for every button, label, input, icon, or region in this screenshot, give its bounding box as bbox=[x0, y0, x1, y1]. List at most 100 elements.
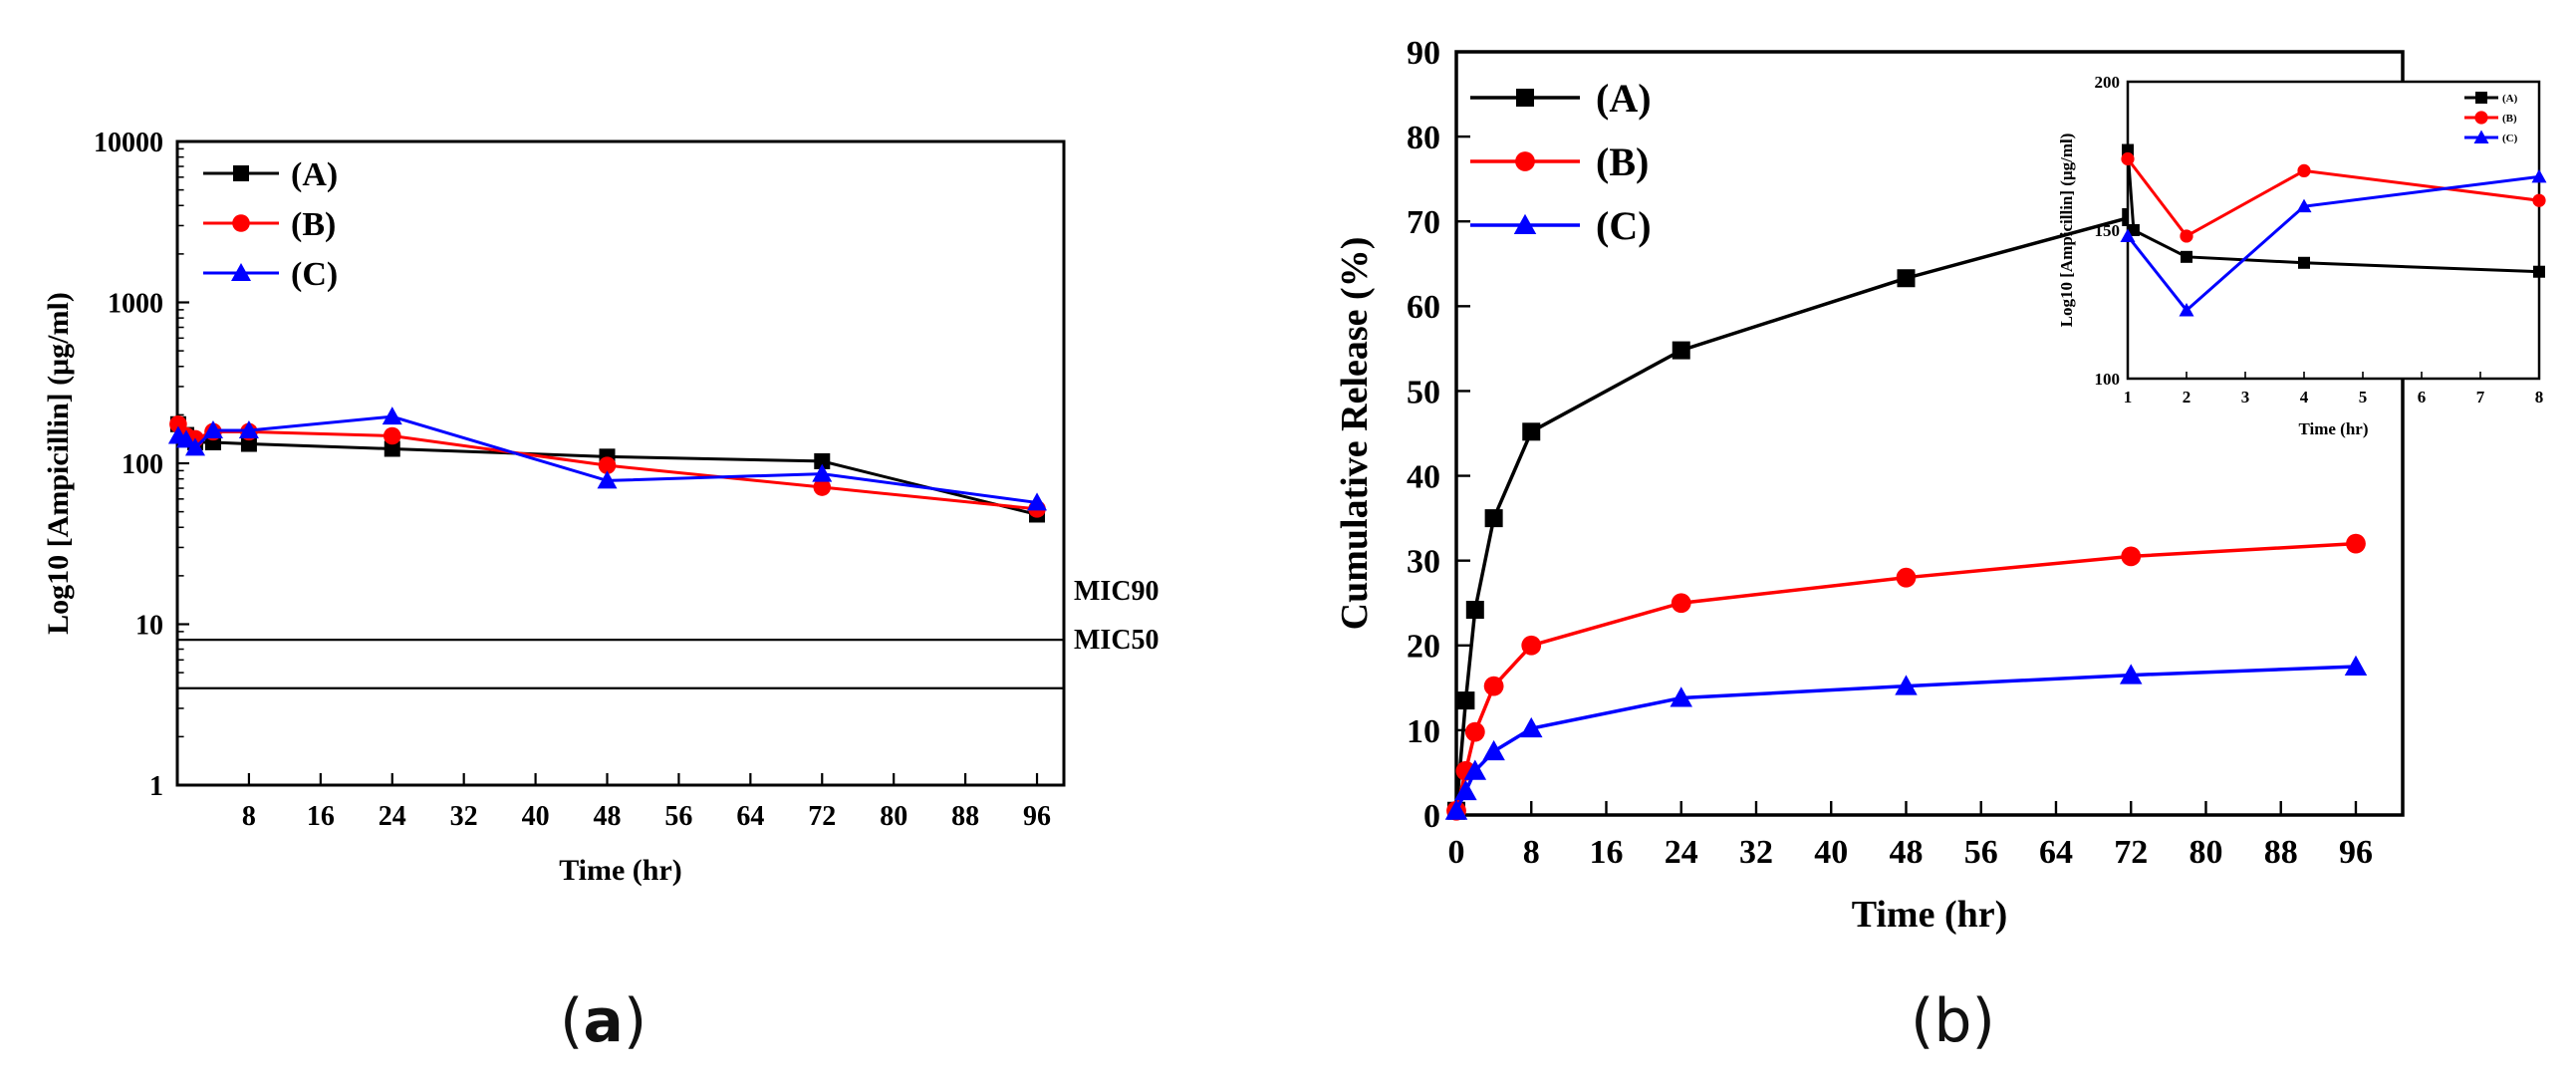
data-point bbox=[384, 440, 400, 457]
x-tick-label: 7 bbox=[2476, 388, 2485, 407]
y-tick-label: 80 bbox=[1407, 120, 1440, 156]
data-point bbox=[1456, 691, 1475, 710]
data-point bbox=[2344, 655, 2368, 677]
y-tick-label: 100 bbox=[2095, 370, 2121, 389]
data-point bbox=[1463, 759, 1487, 780]
data-point bbox=[1484, 509, 1503, 528]
y-axis-label: Cumulative Release (%) bbox=[1334, 237, 1376, 631]
legend-marker bbox=[231, 263, 251, 281]
data-point bbox=[2532, 193, 2546, 207]
x-tick-label: 56 bbox=[1964, 834, 1998, 871]
data-point bbox=[1895, 675, 1918, 695]
data-point bbox=[2346, 533, 2366, 554]
x-tick-label: 96 bbox=[2339, 834, 2373, 871]
x-tick-label: 48 bbox=[1889, 834, 1923, 871]
x-tick-label: 72 bbox=[808, 801, 836, 832]
data-point bbox=[1483, 676, 1504, 696]
x-tick-label: 32 bbox=[1739, 834, 1773, 871]
y-tick-label: 1 bbox=[149, 771, 163, 802]
legend-label: (B) bbox=[291, 206, 336, 243]
legend-label: (B) bbox=[2502, 113, 2517, 125]
data-point bbox=[1519, 716, 1543, 738]
data-point bbox=[2181, 250, 2192, 263]
data-point bbox=[2121, 151, 2135, 166]
y-axis-label: Log10 [Ampicillin] (μg/ml) bbox=[42, 292, 75, 635]
x-tick-label: 3 bbox=[2241, 388, 2250, 407]
data-point bbox=[597, 470, 618, 489]
reference-line-label: MIC90 bbox=[1074, 576, 1159, 607]
reference-line-label: MIC50 bbox=[1074, 625, 1159, 656]
inset-background bbox=[2128, 82, 2542, 379]
data-point bbox=[382, 407, 402, 425]
data-point bbox=[2297, 163, 2311, 177]
data-point bbox=[814, 452, 831, 469]
legend-marker bbox=[2474, 111, 2488, 125]
legend-marker bbox=[2475, 92, 2487, 104]
data-point bbox=[2298, 256, 2310, 269]
chart-b: 0 8 16 24 32 40 48 56 64 72 80 88 960102030405060708… bbox=[1334, 35, 2405, 936]
data-point bbox=[812, 463, 833, 482]
data-point bbox=[598, 456, 617, 474]
y-tick-label: 20 bbox=[1407, 629, 1440, 666]
data-point bbox=[240, 435, 257, 452]
x-tick-label: 2 bbox=[2183, 388, 2191, 407]
data-point bbox=[2179, 302, 2194, 317]
data-point bbox=[1521, 635, 1542, 656]
x-tick-label: 8 bbox=[2535, 388, 2544, 407]
legend-marker bbox=[232, 214, 250, 232]
x-tick-label: 96 bbox=[1023, 801, 1051, 832]
x-tick-label: 32 bbox=[450, 801, 478, 832]
x-tick-label: 8 bbox=[1523, 834, 1540, 871]
legend-marker bbox=[1513, 213, 1537, 234]
data-point bbox=[1444, 799, 1468, 820]
caption-a: (a) bbox=[560, 986, 647, 1056]
x-tick-label: 40 bbox=[522, 801, 550, 832]
x-tick-label: 24 bbox=[379, 801, 406, 832]
x-tick-label: 16 bbox=[1589, 834, 1623, 871]
x-tick-label: 56 bbox=[664, 801, 692, 832]
x-tick-label: 88 bbox=[2264, 834, 2298, 871]
data-point bbox=[1465, 601, 1484, 620]
data-point bbox=[2296, 198, 2312, 213]
chart-a: 8 16 24 32 40 48 56 64 72 80 88 96 1 10 100 1000 10000 Ti… bbox=[42, 128, 1159, 887]
legend-label: (C) bbox=[2502, 133, 2518, 144]
x-tick-label: 40 bbox=[1814, 834, 1848, 871]
y-tick-label: 150 bbox=[2095, 221, 2121, 240]
legend-marker bbox=[2473, 130, 2489, 143]
x-tick-label: 88 bbox=[951, 801, 979, 832]
y-tick-label: 30 bbox=[1407, 544, 1440, 581]
series-line bbox=[2126, 157, 2540, 238]
y-tick-label: 60 bbox=[1407, 289, 1440, 326]
x-tick-label: 72 bbox=[2114, 834, 2148, 871]
data-point bbox=[1897, 269, 1916, 288]
legend-label: (A) bbox=[2502, 93, 2518, 105]
data-point bbox=[1672, 341, 1690, 360]
x-tick-label: 6 bbox=[2418, 388, 2427, 407]
y-tick-label: 10 bbox=[1407, 713, 1440, 750]
legend-marker bbox=[1515, 151, 1535, 171]
legend-marker bbox=[1516, 89, 1534, 107]
x-tick-label: 48 bbox=[594, 801, 622, 832]
data-point bbox=[2180, 229, 2193, 243]
data-point bbox=[2127, 224, 2140, 236]
data-point bbox=[175, 429, 196, 448]
data-point bbox=[1464, 721, 1485, 742]
chart-b-inset: 1 2 3 4 5 6 7 8 100 150 200 Time (hr) Log10 [Ampicil… bbox=[2057, 73, 2547, 438]
x-tick-label: 80 bbox=[880, 801, 907, 832]
x-axis-label: Time (hr) bbox=[559, 854, 682, 887]
data-point bbox=[2120, 228, 2136, 242]
data-point bbox=[1671, 593, 1691, 614]
data-point bbox=[813, 478, 832, 496]
data-point bbox=[2119, 664, 2143, 684]
legend-label: (C) bbox=[291, 256, 338, 293]
x-tick-label: 1 bbox=[2124, 388, 2133, 407]
x-tick-label: 64 bbox=[2039, 834, 2073, 871]
x-tick-label: 4 bbox=[2300, 388, 2309, 407]
x-tick-label: 16 bbox=[307, 801, 335, 832]
plot-frame bbox=[1454, 50, 2405, 817]
x-tick-label: 8 bbox=[242, 801, 256, 832]
y-tick-label: 200 bbox=[2095, 73, 2121, 92]
legend-marker bbox=[233, 165, 249, 181]
y-tick-label: 10000 bbox=[94, 128, 163, 158]
x-tick-label: 80 bbox=[2189, 834, 2222, 871]
